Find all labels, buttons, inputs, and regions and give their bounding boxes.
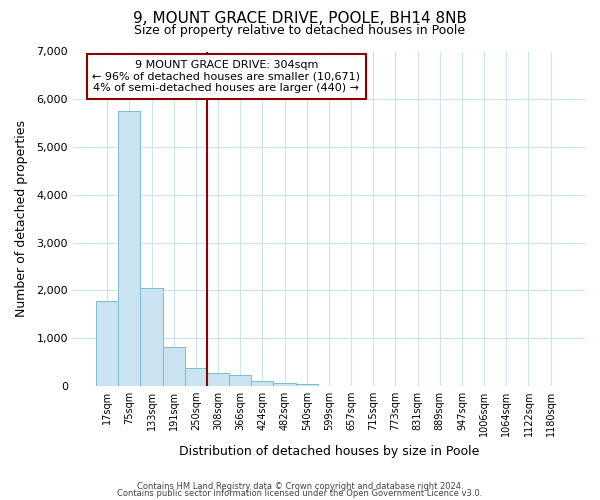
- Bar: [163, 346, 185, 386]
- Text: Size of property relative to detached houses in Poole: Size of property relative to detached ho…: [134, 24, 466, 37]
- Bar: [229, 376, 251, 386]
- Text: 9 MOUNT GRACE DRIVE: 304sqm
← 96% of detached houses are smaller (10,671)
4% of : 9 MOUNT GRACE DRIVE: 304sqm ← 96% of det…: [92, 60, 361, 93]
- Text: 9, MOUNT GRACE DRIVE, POOLE, BH14 8NB: 9, MOUNT GRACE DRIVE, POOLE, BH14 8NB: [133, 11, 467, 26]
- Bar: [251, 380, 274, 386]
- Y-axis label: Number of detached properties: Number of detached properties: [15, 120, 28, 317]
- Bar: [274, 383, 296, 386]
- Bar: [296, 384, 318, 386]
- Text: Contains public sector information licensed under the Open Government Licence v3: Contains public sector information licen…: [118, 490, 482, 498]
- Bar: [140, 288, 163, 386]
- X-axis label: Distribution of detached houses by size in Poole: Distribution of detached houses by size …: [179, 444, 479, 458]
- Bar: [96, 302, 118, 386]
- Bar: [118, 111, 140, 386]
- Text: Contains HM Land Registry data © Crown copyright and database right 2024.: Contains HM Land Registry data © Crown c…: [137, 482, 463, 491]
- Bar: [185, 368, 207, 386]
- Bar: [207, 373, 229, 386]
